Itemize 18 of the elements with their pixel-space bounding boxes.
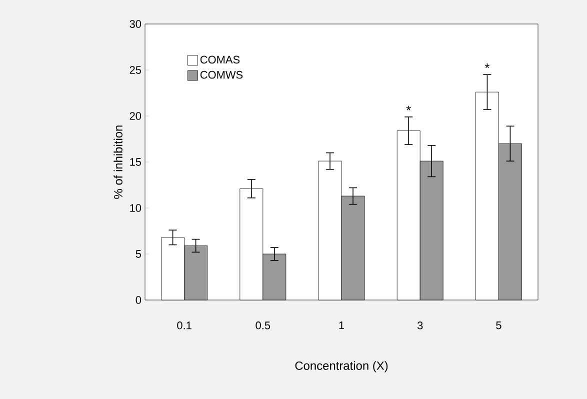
legend-label: COMAS: [200, 56, 240, 64]
annotation: *: [484, 63, 490, 68]
y-tick-label: 20: [130, 112, 142, 120]
x-axis-title: Concentration (X): [295, 361, 388, 372]
x-tick-label: 1: [339, 322, 344, 330]
annotation: *: [406, 106, 411, 110]
x-tick-label: 5: [496, 322, 502, 330]
legend-label: COMWS: [200, 70, 243, 79]
y-tick-label: 25: [130, 66, 142, 74]
x-tick-label: 0.5: [256, 322, 270, 330]
y-axis-title: % of inhibition: [114, 126, 122, 199]
y-tick-label: 30: [130, 20, 142, 28]
y-tick-label: 5: [136, 250, 142, 258]
y-tick-label: 15: [130, 158, 142, 166]
x-tick-label: 0.1: [177, 322, 192, 330]
y-tick-label: 0: [136, 296, 142, 304]
x-tick-label: 3: [417, 322, 423, 330]
y-tick-label: 10: [130, 204, 142, 212]
